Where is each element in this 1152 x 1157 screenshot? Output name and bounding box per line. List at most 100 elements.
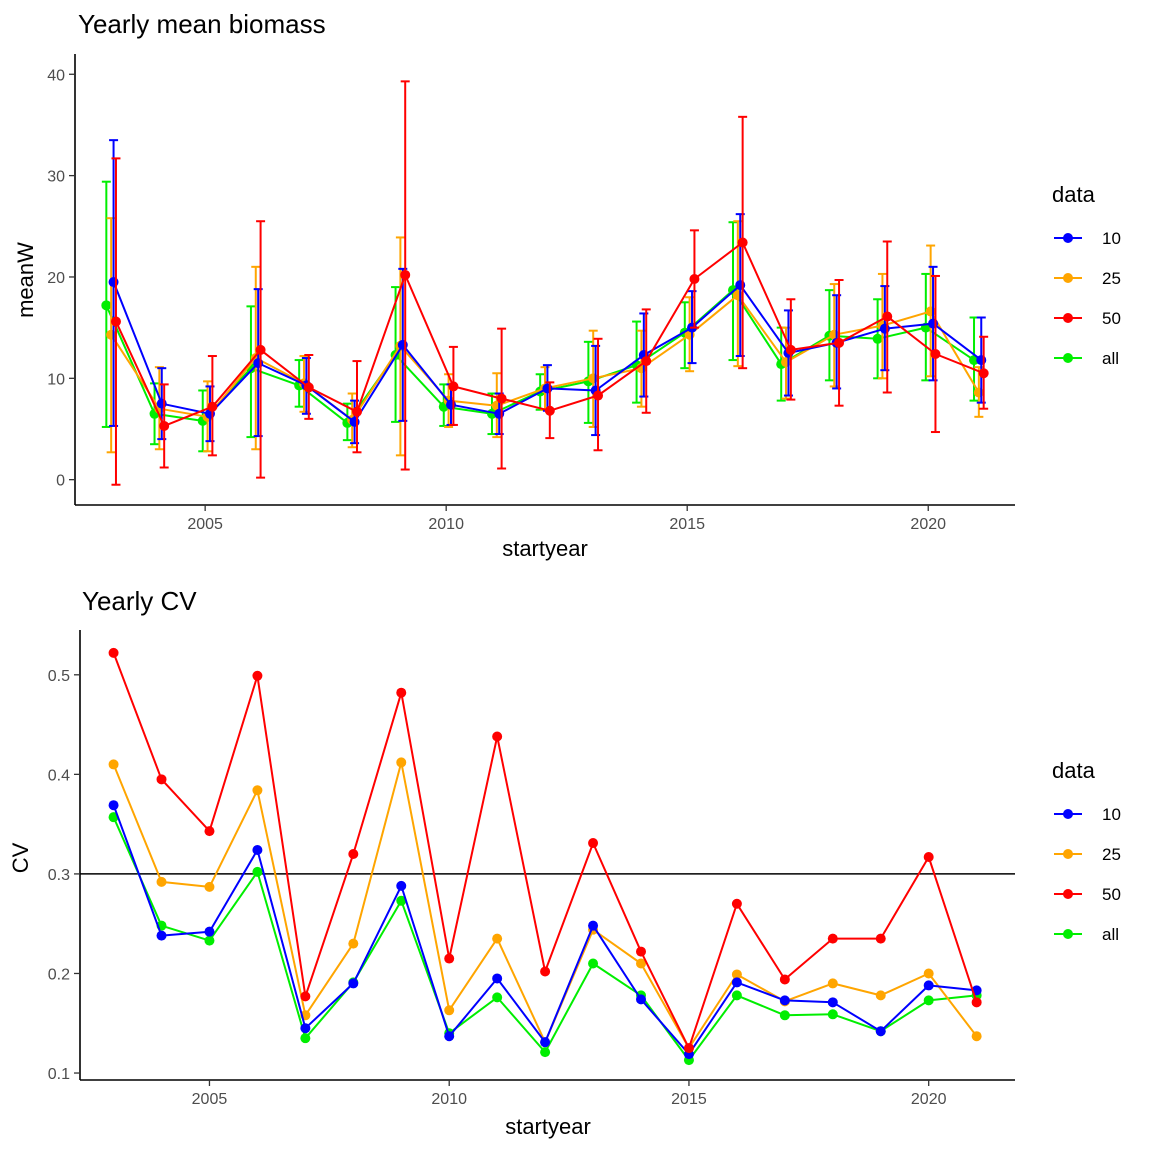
data-point	[875, 1026, 886, 1037]
series-line	[112, 761, 978, 1050]
data-point	[785, 344, 796, 355]
legend-label: 25	[1102, 269, 1121, 288]
legend-label: all	[1102, 349, 1119, 368]
series-line	[112, 804, 977, 1056]
data-point	[492, 973, 503, 984]
data-point	[444, 1005, 455, 1016]
chart-yearly-mean-biomass: Yearly mean biomass 2005 2010 2015 2020 010…	[13, 9, 1121, 561]
data-point	[300, 1033, 311, 1044]
data-point	[641, 356, 652, 367]
legend-item-10: 10	[1054, 229, 1121, 248]
plot-area	[80, 647, 1015, 1066]
legend-key-point	[1063, 353, 1073, 363]
data-point	[204, 935, 215, 946]
data-point	[779, 1010, 790, 1021]
data-point	[444, 953, 455, 964]
legend-item-50: 50	[1054, 885, 1121, 904]
data-point	[396, 880, 407, 891]
data-point	[827, 978, 838, 989]
data-point	[108, 759, 119, 770]
data-point	[496, 393, 507, 404]
data-point	[636, 994, 646, 1005]
chart-title: Yearly CV	[82, 586, 197, 616]
data-point	[973, 387, 984, 398]
y-axis-title: meanW	[13, 242, 38, 318]
data-point	[494, 408, 505, 419]
data-point	[928, 318, 939, 329]
y-tick-label: 40	[47, 67, 65, 84]
series-line	[112, 652, 978, 1050]
legend-item-10: 10	[1054, 805, 1121, 824]
data-point	[348, 938, 359, 949]
legend: data 10 25 50 all	[1052, 182, 1121, 368]
data-point	[396, 687, 407, 698]
data-point	[593, 390, 604, 401]
data-point	[925, 306, 936, 317]
data-point	[303, 382, 314, 393]
data-point	[827, 933, 838, 944]
data-point	[923, 980, 934, 991]
series-10	[108, 800, 982, 1060]
y-tick-label: 0.3	[48, 867, 70, 884]
y-tick-label: 0.1	[48, 1066, 70, 1083]
data-point	[737, 237, 748, 248]
data-point	[300, 991, 311, 1002]
legend-label: 10	[1102, 229, 1121, 248]
data-point	[827, 997, 838, 1008]
series-all	[101, 180, 980, 453]
data-point	[875, 933, 886, 944]
data-point	[930, 348, 941, 359]
data-point	[207, 401, 218, 412]
data-point	[731, 969, 742, 980]
x-tick-label: 2010	[431, 1091, 467, 1108]
legend-item-50: 50	[1054, 309, 1121, 328]
data-point	[108, 800, 119, 811]
data-point	[827, 1009, 838, 1020]
plot-area	[101, 80, 989, 486]
data-point	[976, 355, 987, 366]
legend-key-point	[1063, 889, 1073, 899]
data-point	[732, 290, 743, 301]
data-point	[492, 933, 503, 944]
data-point	[446, 399, 456, 410]
x-tick-label: 2010	[428, 516, 464, 533]
data-point	[348, 849, 359, 860]
chart-yearly-cv: Yearly CV 2005 2010 2015 2020 0.10.20.30.40…	[8, 586, 1121, 1139]
legend-title: data	[1052, 758, 1096, 783]
data-point	[252, 785, 263, 796]
y-tick-label: 0.2	[48, 966, 70, 983]
x-tick-label: 2020	[910, 516, 946, 533]
data-point	[689, 273, 700, 284]
data-point	[300, 1023, 311, 1034]
data-point	[781, 357, 792, 368]
y-tick-label: 30	[47, 169, 65, 186]
data-point	[253, 358, 264, 369]
series-50	[108, 647, 982, 1054]
data-point	[156, 398, 167, 409]
legend-key-point	[1063, 809, 1073, 819]
legend-item-all: all	[1054, 925, 1119, 944]
x-axis-ticks: 2005 2010 2015 2020	[187, 505, 946, 533]
data-point	[779, 995, 790, 1006]
data-point	[204, 826, 215, 837]
data-point	[396, 757, 407, 768]
legend-item-all: all	[1054, 349, 1119, 368]
data-point	[588, 838, 599, 849]
data-point	[540, 966, 551, 977]
data-point	[875, 990, 886, 1001]
y-tick-label: 20	[47, 270, 65, 287]
series-50	[110, 80, 989, 486]
x-axis-title: startyear	[502, 536, 588, 561]
data-point	[735, 280, 746, 291]
x-tick-label: 2015	[671, 1091, 707, 1108]
data-point	[101, 300, 112, 311]
data-point	[400, 269, 411, 280]
y-axis-title: CV	[8, 842, 33, 873]
data-point	[683, 1043, 694, 1054]
data-point	[879, 323, 890, 334]
data-point	[636, 958, 646, 969]
x-tick-label: 2005	[192, 1091, 228, 1108]
data-point	[348, 978, 359, 989]
x-tick-label: 2020	[911, 1091, 947, 1108]
x-axis-title: startyear	[505, 1114, 591, 1139]
